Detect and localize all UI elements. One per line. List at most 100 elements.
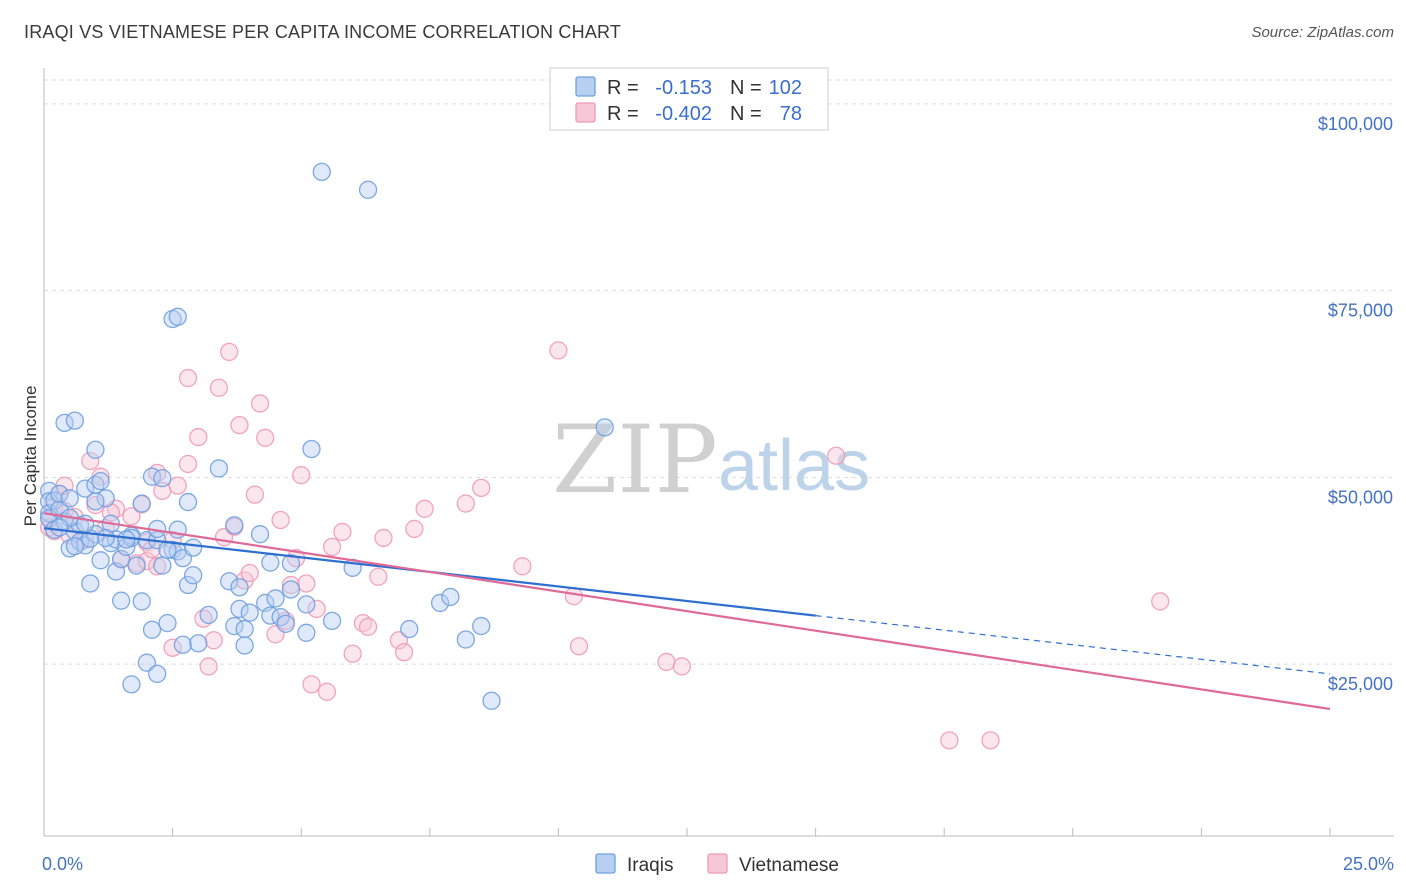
vietnamese-point-64	[415, 499, 434, 518]
vietnamese-point-71	[657, 652, 676, 672]
vietnamese-point-16	[122, 507, 141, 526]
iraqis-point-78	[281, 580, 301, 599]
bottom-legend-swatch-vietnamese	[707, 853, 728, 874]
iraqis-point-87	[430, 593, 450, 613]
vietnamese-point-42	[250, 394, 270, 413]
x-tick-label-max: 25.0%	[1343, 854, 1394, 874]
vietnamese-point-51	[302, 675, 321, 694]
legend-n-value-iraqis: 102	[769, 77, 802, 99]
vietnamese-point-32	[199, 657, 218, 676]
vietnamese-point-72	[672, 657, 692, 676]
iraqis-point-37	[132, 592, 151, 611]
vietnamese-point-73	[827, 446, 846, 465]
iraqis-point-91	[482, 691, 501, 710]
iraqis-point-66	[230, 578, 249, 597]
iraqis-point-40	[142, 620, 162, 639]
vietnamese-point-25	[163, 638, 182, 657]
iraqis-point-54	[173, 635, 193, 654]
vietnamese-point-29	[178, 368, 198, 388]
iraqis-point-24	[96, 489, 115, 508]
iraqis-point-100	[50, 518, 69, 537]
iraqis-point-30	[112, 549, 131, 568]
vietnamese-point-67	[513, 557, 532, 576]
legend-r-value-iraqis: -0.153	[655, 77, 712, 99]
iraqis-point-95	[65, 536, 85, 556]
iraqis-point-12	[65, 411, 85, 430]
legend-box	[549, 67, 829, 131]
iraqis-point-63	[225, 616, 244, 636]
iraqis-point-36	[132, 494, 151, 513]
iraqis-point-35	[127, 556, 146, 575]
iraqis-point-73	[261, 553, 280, 572]
iraqis-points	[39, 162, 614, 710]
vietnamese-point-34	[209, 378, 229, 397]
iraqis-point-64	[225, 516, 244, 535]
iraqis-point-45	[153, 469, 172, 488]
vietnamese-points	[39, 341, 1170, 750]
iraqis-point-10	[60, 489, 79, 508]
iraqis-point-46	[153, 556, 172, 575]
iraqis-point-61	[209, 459, 229, 478]
iraqis-point-29	[112, 591, 131, 610]
y-tick-label-2: $75,000	[1328, 301, 1393, 321]
iraqis-point-0	[39, 481, 59, 501]
vietnamese-point-58	[358, 617, 378, 636]
vietnamese-point-66	[472, 478, 491, 498]
vietnamese-point-56	[343, 644, 362, 663]
y-axis-title: Per Capita Income	[21, 386, 40, 527]
iraqis-point-50	[168, 307, 187, 326]
vietnamese-point-47	[281, 575, 301, 595]
iraqis-point-23	[91, 551, 110, 570]
vietnamese-point-50	[297, 574, 316, 593]
vietnamese-point-70	[569, 637, 589, 656]
iraqis-point-17	[76, 479, 95, 498]
iraqis-point-33	[122, 675, 141, 694]
iraqis-point-74	[266, 589, 285, 608]
iraqis-point-93	[86, 492, 105, 511]
iraqis-point-62	[220, 572, 239, 591]
iraqis-point-67	[235, 619, 254, 639]
vietnamese-point-55	[333, 522, 352, 542]
vietnamese-point-59	[369, 567, 388, 586]
bottom-legend-label-iraqis: Iraqis	[627, 855, 673, 876]
iraqis-point-47	[158, 613, 177, 633]
y-tick-label-0: $25,000	[1328, 674, 1393, 694]
iraqis-point-76	[276, 614, 295, 633]
legend-r-label-iraqis: R =	[607, 77, 639, 99]
y-tick-labels: $25,000 $50,000 $75,000 $100,000	[1318, 114, 1393, 694]
legend-r-value-vietnamese: -0.402	[655, 103, 712, 125]
iraqis-point-60	[199, 605, 218, 625]
iraqis-point-80	[297, 595, 316, 614]
axes	[43, 68, 1394, 837]
vietnamese-point-61	[389, 631, 409, 650]
vietnamese-point-63	[405, 519, 424, 539]
y-tick-label-3: $100,000	[1318, 114, 1393, 134]
iraqis-point-7	[50, 484, 69, 503]
vietnamese-point-53	[317, 682, 337, 701]
iraqis-point-52	[168, 520, 187, 539]
iraqis-trend-extension	[815, 615, 1331, 675]
vietnamese-point-52	[307, 599, 326, 619]
legend-swatch-iraqis	[575, 76, 596, 97]
vietnamese-point-45	[271, 510, 290, 530]
iraqis-point-90	[472, 616, 491, 636]
iraqis-point-88	[441, 587, 460, 607]
vietnamese-point-43	[256, 428, 275, 447]
vietnamese-point-30	[189, 427, 208, 447]
iraqis-point-99	[117, 530, 136, 549]
vietnamese-point-74	[940, 731, 959, 750]
x-tick-labels: 0.0% 25.0%	[42, 854, 1394, 874]
chart-title: IRAQI VS VIETNAMESE PER CAPITA INCOME CO…	[24, 22, 622, 42]
vietnamese-point-60	[374, 528, 393, 548]
vietnamese-point-41	[245, 485, 265, 504]
watermark-zip: ZIP	[552, 406, 718, 515]
vietnamese-point-38	[230, 415, 249, 435]
vietnamese-point-10	[81, 451, 100, 471]
iraqis-point-77	[281, 554, 301, 573]
iraqis-point-18	[81, 574, 100, 593]
iraqis-point-89	[456, 630, 475, 649]
iraqis-point-57	[184, 538, 203, 557]
iraqis-point-70	[250, 525, 270, 544]
x-tick-label-min: 0.0%	[42, 854, 83, 874]
iraqis-point-97	[96, 528, 115, 548]
